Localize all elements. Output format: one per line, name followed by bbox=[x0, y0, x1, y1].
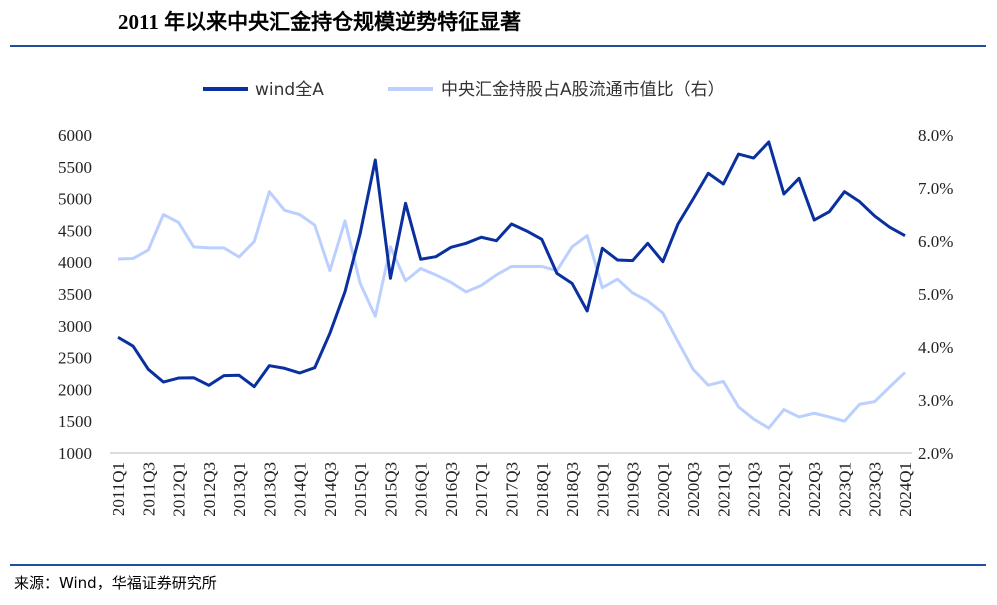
x-tick-label: 2015Q3 bbox=[381, 462, 400, 517]
source-note: 来源：Wind，华福证券研究所 bbox=[14, 574, 217, 592]
y-left-tick-label: 5500 bbox=[58, 158, 92, 177]
y-left-tick-label: 5000 bbox=[58, 190, 92, 209]
footer-rule bbox=[10, 564, 986, 566]
legend-label-ratio: 中央汇金持股占A股流通市值比（右） bbox=[441, 80, 725, 100]
x-tick-label: 2014Q3 bbox=[321, 462, 340, 517]
y-right-tick-label: 6.0% bbox=[918, 232, 953, 251]
x-tick-label: 2021Q1 bbox=[714, 462, 733, 517]
x-tick-label: 2022Q1 bbox=[775, 462, 794, 517]
series-line-ratio bbox=[117, 190, 907, 430]
chart-title: 2011 年以来中央汇金持仓规模逆势特征显著 bbox=[118, 10, 522, 34]
x-tick-label: 2023Q3 bbox=[866, 462, 885, 517]
x-tick-label: 2017Q3 bbox=[503, 462, 522, 517]
y-left-tick-label: 2000 bbox=[58, 380, 92, 399]
y-right-tick-label: 7.0% bbox=[918, 179, 953, 198]
x-tick-label: 2019Q3 bbox=[624, 462, 643, 517]
y-right-tick-label: 3.0% bbox=[918, 391, 953, 410]
x-tick-label: 2011Q3 bbox=[139, 462, 158, 516]
y-right-tick-label: 5.0% bbox=[918, 285, 953, 304]
title-rule bbox=[10, 45, 986, 47]
x-tick-label: 2013Q1 bbox=[230, 462, 249, 517]
x-tick-label: 2019Q1 bbox=[593, 462, 612, 517]
x-tick-label: 2018Q3 bbox=[563, 462, 582, 517]
x-tick-label: 2017Q1 bbox=[472, 462, 491, 517]
x-tick-label: 2022Q3 bbox=[805, 462, 824, 517]
x-tick-label: 2024Q1 bbox=[896, 462, 915, 517]
y-right-tick-label: 8.0% bbox=[918, 126, 953, 145]
x-tick-label: 2012Q1 bbox=[170, 462, 189, 517]
y-right-tick-label: 4.0% bbox=[918, 338, 953, 357]
y-left-tick-label: 1000 bbox=[58, 444, 92, 463]
y-left-tick-label: 4500 bbox=[58, 221, 92, 240]
y-left-tick-label: 1500 bbox=[58, 412, 92, 431]
x-tick-label: 2020Q1 bbox=[654, 462, 673, 517]
x-tick-label: 2012Q3 bbox=[200, 462, 219, 517]
y-left-tick-label: 4000 bbox=[58, 253, 92, 272]
x-tick-label: 2018Q1 bbox=[533, 462, 552, 517]
y-right-tick-label: 2.0% bbox=[918, 444, 953, 463]
y-left-tick-label: 6000 bbox=[58, 126, 92, 145]
y-left-tick-label: 2500 bbox=[58, 349, 92, 368]
x-tick-label: 2016Q3 bbox=[442, 462, 461, 517]
x-tick-label: 2021Q3 bbox=[745, 462, 764, 517]
x-tick-label: 2011Q1 bbox=[109, 462, 128, 516]
y-left-tick-label: 3500 bbox=[58, 285, 92, 304]
x-tick-label: 2015Q1 bbox=[351, 462, 370, 517]
x-tick-label: 2014Q1 bbox=[291, 462, 310, 517]
y-left-tick-label: 3000 bbox=[58, 317, 92, 336]
x-tick-label: 2013Q3 bbox=[260, 462, 279, 517]
x-tick-label: 2016Q1 bbox=[412, 462, 431, 517]
series-line-wind bbox=[117, 140, 906, 389]
legend-label-wind: wind全A bbox=[255, 80, 324, 100]
x-tick-label: 2020Q3 bbox=[684, 462, 703, 517]
legend: wind全A 中央汇金持股占A股流通市值比（右） bbox=[203, 80, 725, 100]
x-tick-label: 2023Q1 bbox=[835, 462, 854, 517]
